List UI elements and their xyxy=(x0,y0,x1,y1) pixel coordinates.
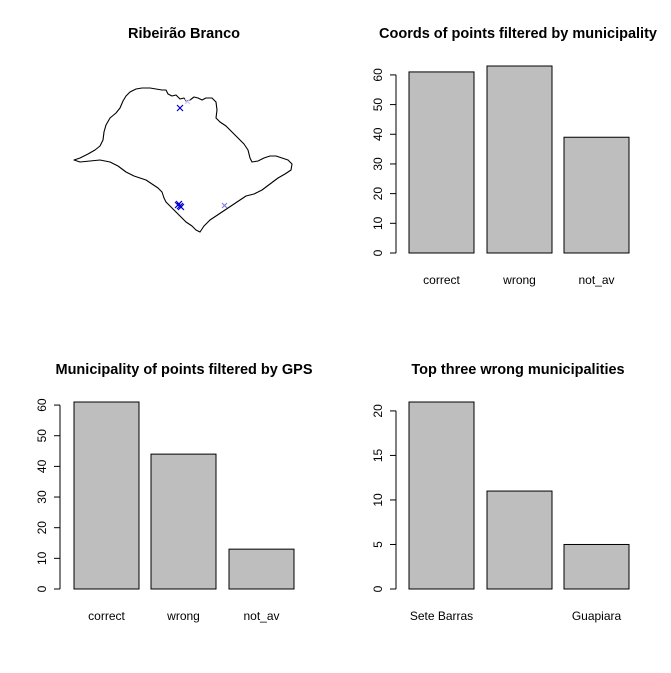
y-tick-label: 60 xyxy=(371,68,385,82)
y-tick-label: 40 xyxy=(371,127,385,141)
bar-sete-barras xyxy=(408,401,475,590)
y-tick-label: 50 xyxy=(371,98,385,112)
y-tick-label: 5 xyxy=(371,541,385,548)
category-label: Sete Barras xyxy=(410,609,473,623)
y-tick-label: 30 xyxy=(371,157,385,171)
y-tick-label: 15 xyxy=(371,448,385,462)
point-marker-north xyxy=(176,104,184,112)
bar-not-av xyxy=(563,136,630,254)
chart-title: Coords of points filtered by municipalit… xyxy=(379,26,657,42)
category-label: wrong xyxy=(166,609,200,623)
y-tick-label: 30 xyxy=(35,490,49,504)
point-marker-cluster xyxy=(174,200,185,211)
y-tick-label: 20 xyxy=(35,521,49,535)
y-tick-label: 20 xyxy=(371,404,385,418)
bar-wrong xyxy=(486,65,553,254)
y-tick-label: 0 xyxy=(35,585,49,592)
chart-title: Municipality of points filtered by GPS xyxy=(56,362,313,378)
y-tick-label: 20 xyxy=(371,187,385,201)
y-tick-label: 10 xyxy=(371,493,385,507)
category-label: correct xyxy=(88,609,125,623)
category-label: not_av xyxy=(578,273,614,287)
y-tick-label: 60 xyxy=(35,398,49,412)
category-label: not_av xyxy=(243,609,279,623)
bar-wrong xyxy=(150,453,217,590)
bar-correct xyxy=(73,401,140,590)
state-outline-map xyxy=(73,87,293,233)
point-marker-coast xyxy=(221,202,228,209)
point-markers xyxy=(174,98,228,211)
category-label: wrong xyxy=(502,273,536,287)
bar-category-2 xyxy=(486,490,553,590)
chart-title: Top three wrong municipalities xyxy=(411,362,624,378)
y-tick-label: 40 xyxy=(35,459,49,473)
map-panel: Ribeirão Branco xyxy=(73,26,293,233)
y-tick-label: 10 xyxy=(371,216,385,230)
bar-chart-coords-filtered: Coords of points filtered by municipalit… xyxy=(371,26,657,287)
y-tick-label: 0 xyxy=(371,585,385,592)
y-tick-label: 0 xyxy=(371,249,385,256)
y-tick-label: 50 xyxy=(35,429,49,443)
point-marker-faint-north xyxy=(184,98,191,105)
bar-chart-top-wrong-municipalities: Top three wrong municipalities Sete Barra… xyxy=(371,362,630,623)
category-label: correct xyxy=(423,273,460,287)
bar-not-av xyxy=(228,548,295,590)
bar-chart-municipality-filtered: Municipality of points filtered by GPS co… xyxy=(35,362,313,623)
y-tick-label: 10 xyxy=(35,551,49,565)
category-label: Guapiara xyxy=(572,609,622,623)
map-title: Ribeirão Branco xyxy=(128,26,240,42)
bar-correct xyxy=(408,71,475,254)
bar-guapiara xyxy=(563,543,630,590)
